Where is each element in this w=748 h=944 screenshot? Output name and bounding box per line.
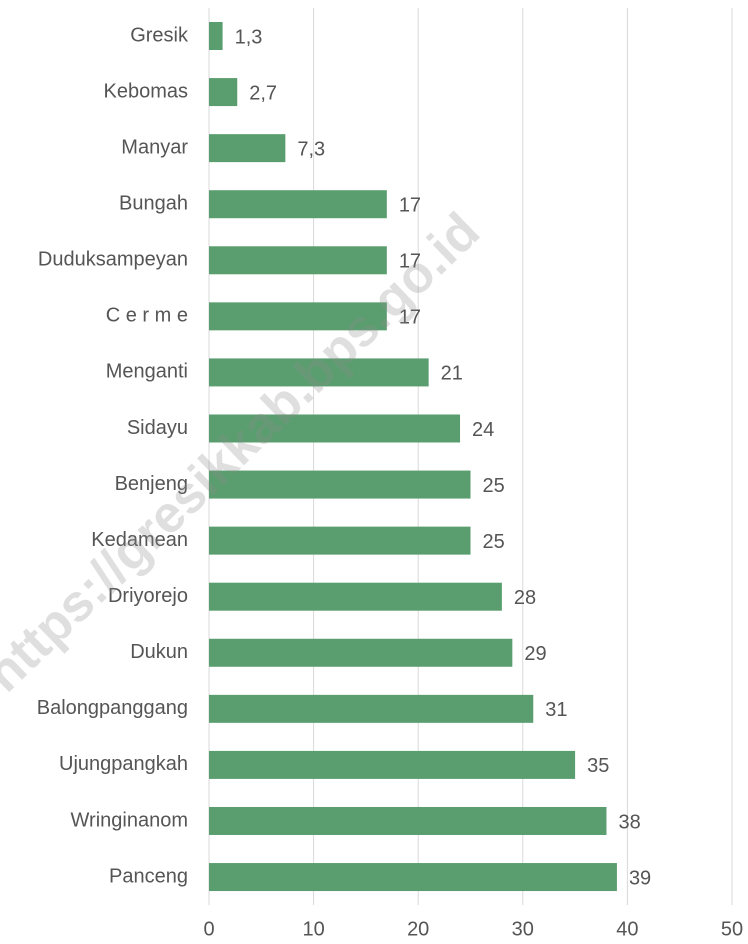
bar [209, 470, 471, 499]
y-tick-label: Bungah [119, 192, 188, 214]
bar [209, 638, 513, 667]
bar [209, 582, 502, 611]
y-tick-label: Gresik [130, 24, 189, 46]
x-tick-label: 50 [721, 918, 743, 940]
watermark: https://gresikkab.bps.go.id [0, 202, 491, 703]
value-label: 7,3 [297, 138, 325, 160]
y-tick-label: Driyorejo [108, 585, 188, 607]
bar [209, 750, 576, 779]
y-tick-label: Balongpanggang [37, 697, 188, 719]
y-tick-label: Kedamean [91, 529, 188, 551]
x-tick-label: 40 [616, 918, 638, 940]
value-label: 29 [524, 643, 546, 665]
value-label: 17 [399, 307, 421, 329]
y-tick-label: Manyar [121, 136, 188, 158]
y-tick-label: Sidayu [127, 417, 188, 439]
y-tick-label: Panceng [109, 865, 188, 887]
bar [209, 246, 387, 275]
bar [209, 302, 387, 331]
x-tick-label: 20 [407, 918, 429, 940]
y-tick-label: Wringinanom [71, 809, 188, 831]
value-label: 17 [399, 194, 421, 216]
y-tick-label: Ujungpangkah [59, 753, 188, 775]
y-tick-label: Dukun [130, 641, 188, 663]
value-label: 25 [483, 475, 505, 497]
value-label: 21 [441, 363, 463, 385]
bar [209, 806, 607, 835]
bar [209, 358, 429, 387]
bar [209, 863, 617, 892]
bar [209, 414, 461, 443]
value-label: 28 [514, 587, 536, 609]
x-tick-label: 0 [203, 918, 214, 940]
bar [209, 190, 387, 219]
bar [209, 134, 286, 163]
value-label: 24 [472, 419, 494, 441]
y-tick-label: Benjeng [115, 473, 188, 495]
bar [209, 78, 238, 107]
value-label: 1,3 [235, 26, 263, 48]
x-tick-label: 10 [302, 918, 324, 940]
y-tick-label: C e r m e [106, 305, 188, 327]
x-tick-label: 30 [512, 918, 534, 940]
value-label: 38 [618, 811, 640, 833]
value-label: 17 [399, 251, 421, 273]
value-label: 35 [587, 755, 609, 777]
value-label: 39 [629, 867, 651, 889]
bar [209, 22, 223, 50]
value-label: 2,7 [249, 82, 277, 104]
value-label: 31 [545, 699, 567, 721]
y-tick-label: Menganti [106, 361, 188, 383]
bar [209, 694, 534, 723]
bar [209, 526, 471, 555]
y-tick-label: Duduksampeyan [38, 249, 188, 271]
value-label: 25 [483, 531, 505, 553]
y-tick-label: Kebomas [104, 80, 189, 102]
